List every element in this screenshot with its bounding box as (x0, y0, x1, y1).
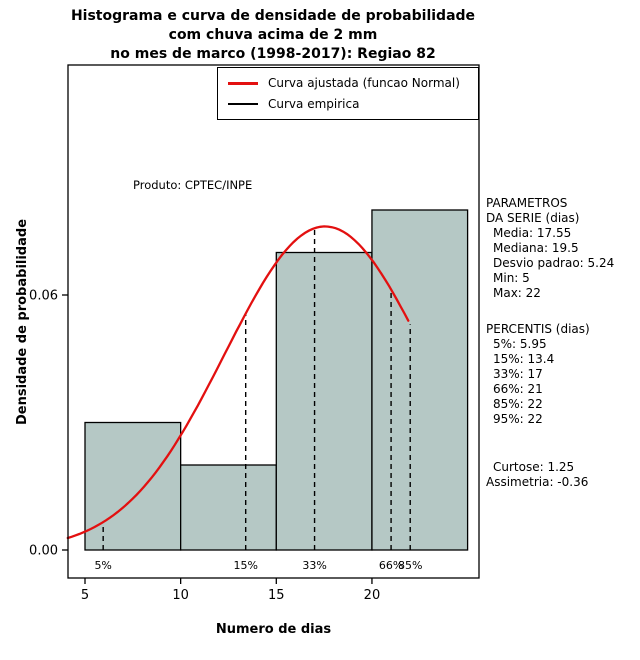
param-line: Mediana: 19.5 (493, 241, 579, 255)
x-tick-label: 10 (172, 588, 189, 603)
side-panel: PARAMETROS DA SERIE (dias) Media: 17.55 … (486, 196, 640, 490)
x-axis-label: Numero de dias (215, 622, 332, 637)
spacer (486, 427, 640, 460)
param-line: Media: 17.55 (493, 226, 572, 240)
percentil-line: 15%: 13.4 (493, 352, 555, 366)
legend-entry-empirical: Curva empirica (228, 97, 468, 111)
params-header-line1: PARAMETROS (486, 196, 568, 210)
percentile-lines: 5% 15% 33% 66%85% (94, 228, 422, 572)
y-tick-label: 0.00 (29, 544, 58, 559)
fitted-curve (66, 225, 410, 540)
assimetria-line: Assimetria: -0.36 (486, 475, 589, 489)
percentile-label: 33% (302, 559, 326, 572)
percentile-label: 5% (94, 559, 111, 572)
x-tick-label: 15 (268, 588, 285, 603)
percentil-line: 95%: 22 (493, 412, 543, 426)
legend-fitted-label: Curva ajustada (funcao Normal) (268, 76, 460, 90)
chart-title-line2: com chuva acima de 2 mm (168, 27, 378, 43)
legend-entry-fitted: Curva ajustada (funcao Normal) (228, 76, 468, 90)
percentis-header: PERCENTIS (dias) (486, 322, 590, 336)
param-line: Desvio padrao: 5.24 (493, 256, 615, 270)
x-tick-label: 20 (364, 588, 381, 603)
percentil-line: 33%: 17 (493, 367, 543, 381)
params-header-line2: DA SERIE (dias) (486, 211, 580, 225)
percentil-line: 85%: 22 (493, 397, 543, 411)
legend-empirical-label: Curva empirica (268, 97, 360, 111)
chart-title-line3: no mes de marco (1998-2017): Regiao 82 (110, 46, 436, 62)
plot-border (67, 64, 480, 579)
percentile-label: 85% (398, 559, 422, 572)
histogram-bars (84, 209, 469, 551)
chart-title-line1: Histograma e curva de densidade de proba… (70, 8, 476, 24)
fitted-line-swatch (228, 81, 258, 85)
x-tick-label: 5 (81, 588, 89, 603)
y-tick-label: 0.06 (29, 289, 58, 304)
legend: Curva ajustada (funcao Normal) Curva emp… (217, 67, 479, 120)
percentile-label: 15% (233, 559, 257, 572)
percentil-line: 5%: 5.95 (493, 337, 547, 351)
percentile-label: 66% (379, 559, 403, 572)
param-line: Min: 5 (493, 271, 530, 285)
percentil-line: 66%: 21 (493, 382, 543, 396)
chart-title: Histograma e curva de densidade de proba… (0, 7, 546, 64)
param-line: Max: 22 (493, 286, 541, 300)
product-annotation: Produto: CPTEC/INPE (133, 178, 253, 192)
spacer (486, 301, 640, 322)
histogram-bar (179, 464, 277, 551)
histogram-bar (371, 209, 469, 551)
curtose-line: Curtose: 1.25 (493, 460, 575, 474)
histogram-bar (275, 251, 373, 551)
histogram-bar (84, 421, 182, 551)
empirical-line-swatch (228, 103, 258, 105)
y-axis-label: Densidade de probabilidade (15, 218, 30, 426)
